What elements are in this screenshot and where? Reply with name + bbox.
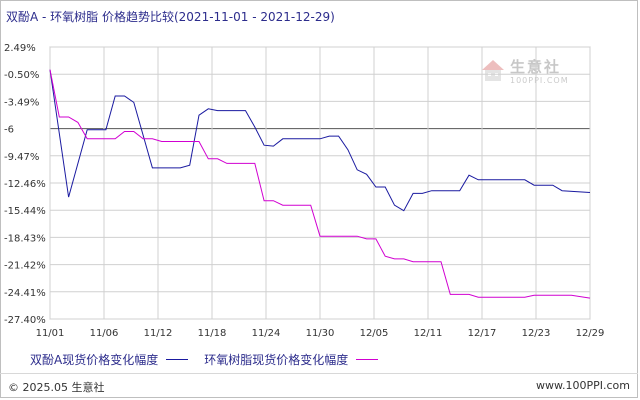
x-tick-label: 11/24 (252, 328, 281, 339)
x-tick-label: 11/18 (198, 328, 227, 339)
watermark-url: 100PPI.COM (510, 76, 569, 85)
x-tick-label: 11/06 (90, 328, 119, 339)
y-tick-label: -18.43% (4, 233, 46, 244)
grid-layer (49, 46, 591, 320)
y-tick-label: -0.50% (4, 70, 39, 81)
watermark-text: 生意社 (510, 58, 562, 76)
y-tick-label: -24.41% (4, 288, 46, 299)
x-tick-label: 11/12 (144, 328, 173, 339)
x-tick-label: 12/29 (576, 328, 605, 339)
legend-label-series-a: 双酚A现货价格变化幅度 (30, 353, 159, 367)
legend-swatch-series-a (166, 359, 189, 360)
footer-copyright: © 2025.05 生意社 (8, 381, 105, 394)
legend-label-series-b: 环氧树脂现货价格变化幅度 (204, 353, 349, 367)
y-tick-label: -27.40% (4, 315, 46, 326)
x-tick-label: 11/01 (36, 328, 65, 339)
x-axis-ticks: 11/01 11/06 11/12 11/18 11/24 11/30 12/05 12/11… (36, 328, 605, 339)
legend-swatch-series-b (356, 359, 379, 360)
x-tick-label: 12/11 (414, 328, 443, 339)
watermark-logo: 生意社 100PPI.COM (480, 56, 580, 90)
y-tick-label: -9.47% (4, 152, 39, 163)
y-tick-label: -6 (4, 125, 14, 136)
y-tick-label: -12.46% (4, 179, 46, 190)
x-tick-label: 12/05 (360, 328, 389, 339)
y-axis-ticks: 2.49% -0.50% -3.49% -6 -9.47% -12.46% -15.44% -… (4, 43, 46, 326)
series-layer (49, 69, 591, 299)
y-tick-label: 2.49% (4, 43, 36, 54)
footer-site-link[interactable]: www.100PPI.com (536, 379, 630, 392)
x-tick-label: 12/23 (522, 328, 551, 339)
y-tick-label: -3.49% (4, 97, 39, 108)
y-tick-label: -15.44% (4, 206, 46, 217)
x-tick-label: 12/17 (468, 328, 497, 339)
legend: 双酚A现货价格变化幅度 环氧树脂现货价格变化幅度 (30, 351, 394, 368)
series-line-epoxy-resin (49, 69, 591, 299)
x-tick-label: 11/30 (306, 328, 335, 339)
y-tick-label: -21.42% (4, 261, 46, 272)
footer-divider (0, 373, 638, 374)
chart-title: 双酚A - 环氧树脂 价格趋势比较(2021-11-01 - 2021-12-2… (6, 10, 335, 24)
series-line-bisphenol-a (49, 69, 591, 212)
